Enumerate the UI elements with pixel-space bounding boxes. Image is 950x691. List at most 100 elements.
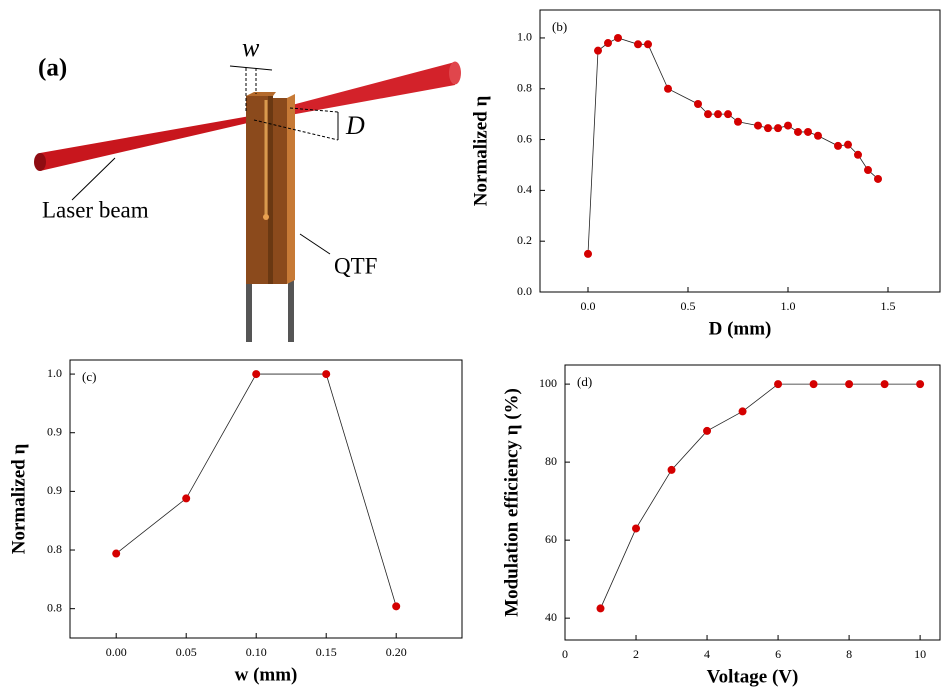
data-point [596,604,605,613]
x-tick-label: 8 [846,647,852,661]
data-point [664,84,672,93]
y-axis-label: Modulation efficiency η (%) [501,388,522,617]
x-axis-label: w (mm) [235,664,298,685]
x-tick-label: 0.15 [316,645,337,659]
x-tick-label: 0 [562,647,568,661]
x-axis-label: Voltage (V) [707,666,799,687]
data-point [604,39,612,48]
data-point [703,426,712,435]
data-point [644,40,652,49]
data-point [814,131,822,140]
y-tick-label: 0.6 [517,131,532,145]
data-point [804,127,812,136]
data-point [112,549,121,558]
qtf-slot-end [263,214,269,220]
data-point [794,127,802,136]
qtf-top [246,92,276,96]
data-point [614,33,622,42]
x-tick-label: 1.0 [781,299,796,313]
series-line [115,373,397,607]
y-tick-label: 40 [545,610,557,624]
x-tick-label: 0.5 [681,299,696,313]
data-point [874,174,882,183]
data-point [844,140,852,149]
data-point [880,380,889,389]
d-guide [253,119,339,141]
y-axis-label: Normalized η [8,444,29,555]
x-tick-label: 2 [633,647,639,661]
w-arrow [229,65,273,71]
data-point [584,249,592,258]
data-point [845,380,854,389]
beam-end [449,61,461,85]
plot-frame [69,359,463,639]
data-point [764,124,772,133]
y-tick-label: 0.8 [47,542,62,556]
qtf-prong [246,96,268,284]
data-point [594,46,602,55]
qtf-slot [268,96,273,284]
beam-end [34,153,46,171]
x-axis-label: D (mm) [709,318,772,339]
data-point [392,602,401,611]
y-tick-label: 0.9 [47,483,62,497]
data-point [694,100,702,108]
y-tick-label: 0.2 [517,233,532,247]
x-tick-label: 0.20 [386,645,407,659]
data-point [916,380,925,389]
data-point [834,141,842,150]
data-point [734,117,742,126]
data-point [632,524,641,533]
y-tick-label: 1.0 [517,30,532,44]
x-tick-label: 6 [775,647,781,661]
data-point [322,370,331,379]
x-tick-label: 0.05 [176,645,197,659]
panel-label: (d) [577,374,592,389]
w-label: w [242,33,260,62]
y-tick-label: 0.9 [47,424,62,438]
x-tick-label: 0.0 [581,299,596,313]
data-point [854,150,862,159]
qtf-leg [288,262,294,342]
y-tick-label: 0.4 [517,182,532,196]
data-point [864,166,872,175]
data-point [667,465,676,474]
qtf-label: QTF [334,253,377,278]
qtf-leg [246,262,252,342]
panel-label: (a) [38,55,67,82]
qtf-prong [273,98,287,284]
beam-label: Laser beam [42,197,149,222]
qtf-pointer [299,233,331,255]
y-tick-label: 0.8 [47,600,62,614]
y-tick-label: 80 [545,454,557,468]
data-point [704,110,712,119]
laser-beam-right [250,62,455,122]
plot-frame [564,364,941,641]
panel-label: (b) [552,19,567,34]
y-tick-label: 0.8 [517,81,532,95]
y-tick-label: 1.0 [47,366,62,380]
data-point [809,380,818,389]
beam-pointer [71,157,116,201]
y-tick-label: 0.0 [517,284,532,298]
d-label: D [345,111,365,140]
x-tick-label: 0.10 [246,645,267,659]
d-guide [289,107,339,113]
data-point [714,110,722,119]
data-point [774,124,782,133]
data-point [784,121,792,130]
y-tick-label: 60 [545,532,557,546]
data-point [738,407,747,416]
y-axis-label: Normalized η [470,96,491,207]
plot-frame [539,9,941,293]
x-tick-label: 10 [914,647,926,661]
y-tick-label: 100 [539,376,557,390]
data-point [182,494,191,503]
data-point [754,121,762,130]
x-tick-label: 1.5 [881,299,896,313]
x-tick-label: 4 [704,647,710,661]
diagram-a: (a) w D Laser beam QTF [34,33,461,342]
x-tick-label: 0.00 [106,645,127,659]
data-point [724,110,732,119]
